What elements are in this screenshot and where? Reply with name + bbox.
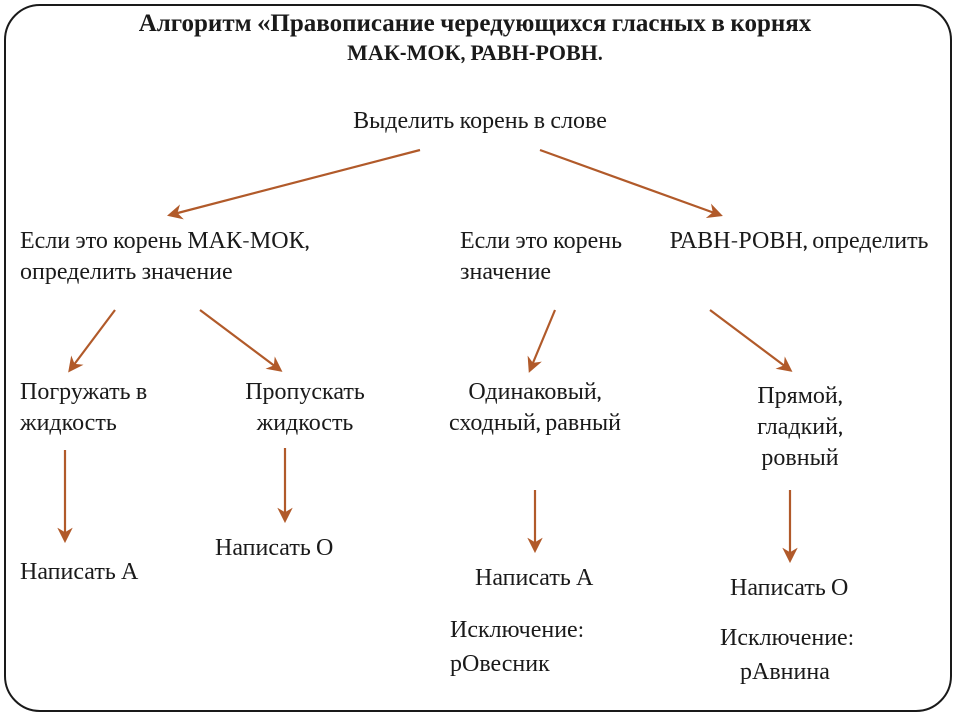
branch-ravn-rovn: Если это корень РАВН-РОВН, определить зн… bbox=[460, 225, 940, 287]
title-line1: Алгоритм «Правописание чередующихся глас… bbox=[10, 8, 940, 39]
result-write-a-1: Написать А bbox=[20, 556, 138, 587]
leaf-immerse: Погружать в жидкость bbox=[20, 376, 200, 438]
exception-label-1: Исключение: bbox=[450, 614, 584, 645]
root-step: Выделить корень в слове bbox=[280, 105, 680, 136]
result-write-a-2: Написать А bbox=[475, 562, 593, 593]
result-write-o-2: Написать О bbox=[730, 572, 848, 603]
leaf-equal: Одинаковый, сходный, равный bbox=[440, 376, 630, 438]
title-line2: МАК-МОК, РАВН-РОВН. bbox=[10, 40, 940, 66]
exception-rovesnik: рОвесник bbox=[450, 648, 550, 679]
leaf-flat: Прямой, гладкий, ровный bbox=[720, 380, 880, 474]
leaf-permeate: Пропускать жидкость bbox=[215, 376, 395, 438]
exception-label-2: Исключение: bbox=[720, 622, 854, 653]
exception-ravnina: рАвнина bbox=[740, 656, 830, 687]
result-write-o-1: Написать О bbox=[215, 532, 333, 563]
branch-mak-mok: Если это корень МАК-МОК, определить знач… bbox=[20, 225, 420, 287]
